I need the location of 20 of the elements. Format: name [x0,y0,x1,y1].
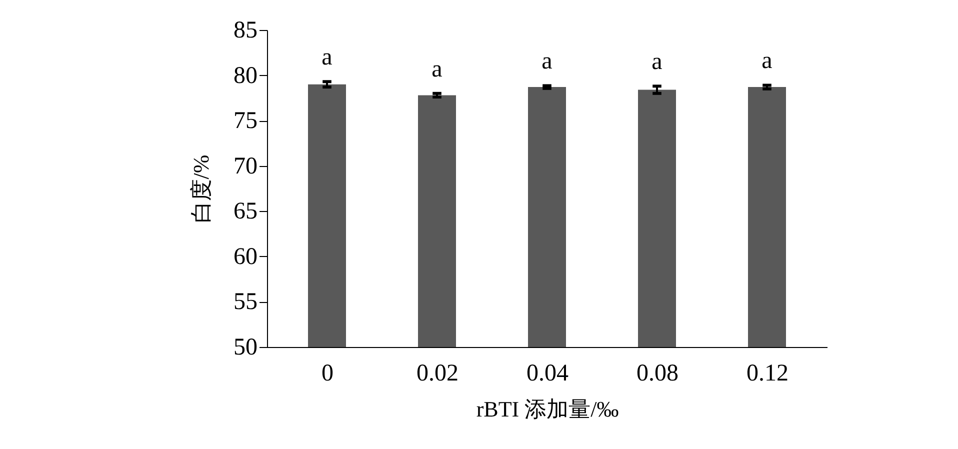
x-tick-label: 0.08 [636,360,678,386]
y-tick-label: 70 [234,153,258,180]
y-tick-label: 50 [234,334,258,360]
x-tick-label: 0.04 [526,360,568,386]
x-tick-label: 0.12 [746,360,788,386]
y-tick-label: 55 [234,289,258,316]
y-tick-label: 65 [234,198,258,225]
y-tick-label: 85 [234,18,258,44]
x-tick-label: 0.02 [416,360,458,386]
x-axis-title: rBTI 添加量/‰ [476,396,619,422]
y-axis-title: 白度/% [188,154,214,224]
data-label: a [652,49,663,76]
y-tick-label: 80 [234,62,258,89]
y-tick-label: 75 [234,108,258,134]
data-label: a [432,56,443,82]
data-label: a [542,48,553,75]
data-label: a [322,44,333,71]
x-tick-label: 0 [322,360,334,386]
y-tick-label: 60 [234,244,258,270]
data-label: a [762,48,773,74]
